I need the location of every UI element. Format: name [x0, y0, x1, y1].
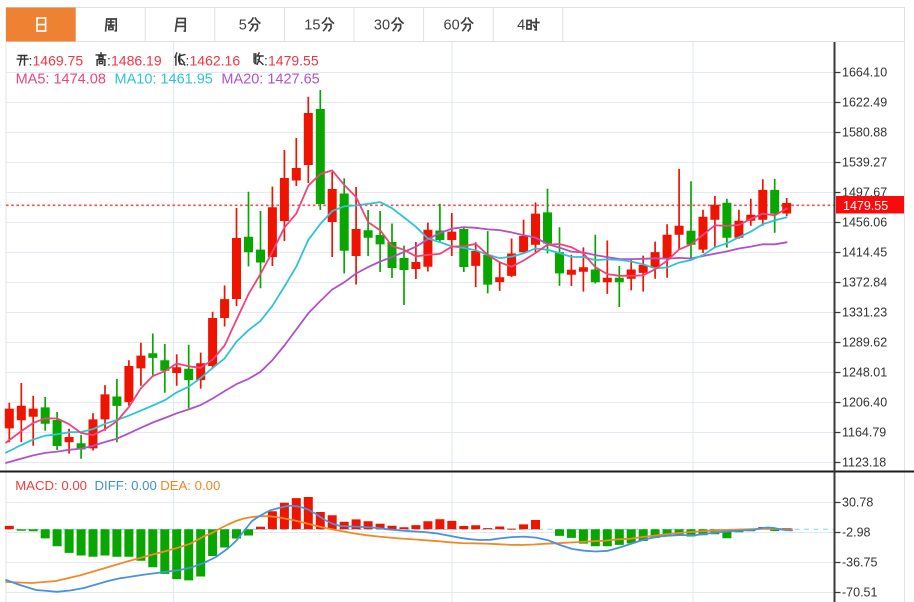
svg-text:1479.55: 1479.55 [268, 53, 319, 69]
svg-text:30: 30 [374, 18, 390, 34]
svg-text:1622.49: 1622.49 [842, 95, 887, 109]
svg-text:15: 15 [304, 18, 320, 34]
svg-text:1497.67: 1497.67 [842, 185, 887, 199]
svg-text:1123.18: 1123.18 [842, 455, 886, 469]
svg-text::: : [186, 53, 190, 69]
svg-text:1414.45: 1414.45 [842, 245, 887, 259]
svg-text:MA10: 1461.95: MA10: 1461.95 [115, 71, 213, 87]
svg-text:1479.55: 1479.55 [843, 199, 888, 213]
svg-text:5: 5 [239, 18, 247, 34]
svg-text:1456.06: 1456.06 [842, 215, 887, 229]
svg-text:1206.40: 1206.40 [842, 395, 887, 409]
svg-text:4: 4 [517, 18, 525, 34]
svg-text:60: 60 [444, 18, 460, 34]
svg-text:1164.79: 1164.79 [842, 425, 886, 439]
svg-text:MA20: 1427.65: MA20: 1427.65 [221, 71, 319, 87]
svg-text:-2.98: -2.98 [842, 525, 871, 539]
svg-text:DIFF: 0.00: DIFF: 0.00 [95, 478, 157, 493]
svg-text:1469.75: 1469.75 [33, 53, 84, 69]
svg-text:MA5: 1474.08: MA5: 1474.08 [16, 71, 106, 87]
svg-text:1539.27: 1539.27 [842, 155, 887, 169]
svg-text::: : [107, 53, 111, 69]
svg-text:-70.51: -70.51 [842, 585, 877, 599]
svg-text:1331.23: 1331.23 [842, 305, 887, 319]
svg-text:1486.19: 1486.19 [111, 53, 162, 69]
svg-text:1462.16: 1462.16 [190, 53, 241, 69]
svg-text:1289.62: 1289.62 [842, 335, 887, 349]
svg-text::: : [264, 53, 268, 69]
svg-text:1248.01: 1248.01 [842, 365, 887, 379]
svg-text:1372.84: 1372.84 [842, 275, 887, 289]
svg-text:30.78: 30.78 [842, 495, 873, 509]
svg-text::: : [29, 53, 33, 69]
svg-text:DEA: 0.00: DEA: 0.00 [160, 478, 220, 493]
svg-text:-36.75: -36.75 [842, 555, 877, 569]
svg-text:1580.88: 1580.88 [842, 125, 887, 139]
svg-text:MACD: 0.00: MACD: 0.00 [15, 478, 87, 493]
svg-text:1664.10: 1664.10 [842, 65, 887, 79]
